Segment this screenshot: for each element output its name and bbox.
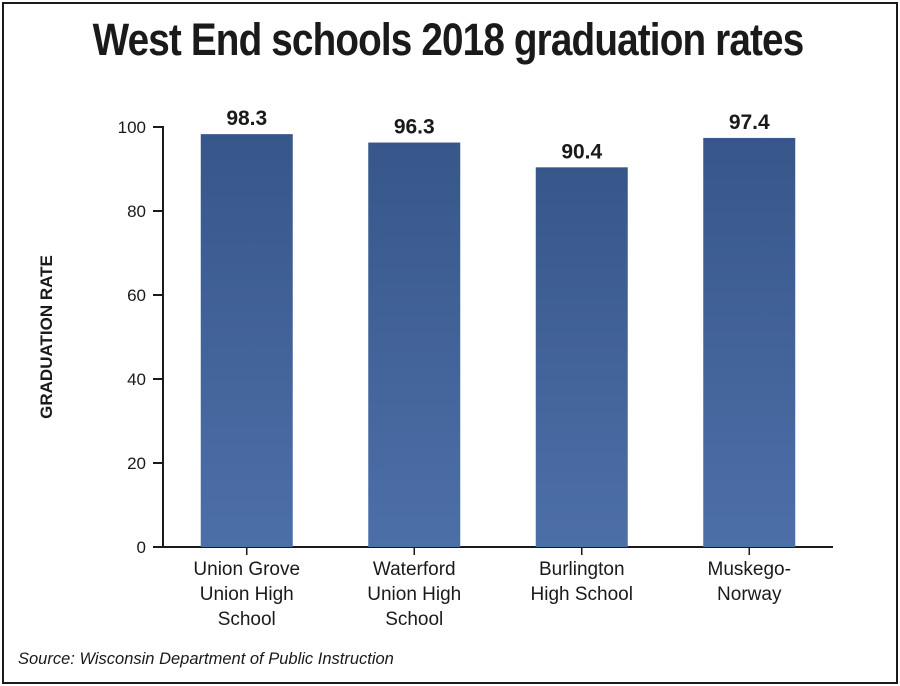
y-tick-label: 0: [137, 538, 146, 557]
bar: [703, 137, 796, 548]
data-label: 96.3: [394, 116, 435, 139]
x-category-label: School: [218, 609, 276, 630]
y-tick-label: 100: [118, 118, 146, 137]
x-category-label: Burlington: [539, 559, 625, 580]
y-tick-label: 80: [127, 202, 146, 221]
data-label: 90.4: [561, 140, 602, 163]
bar: [200, 134, 293, 547]
data-label: 98.3: [226, 107, 267, 130]
bar: [535, 167, 628, 547]
x-category-label: Waterford: [373, 559, 456, 580]
data-label: 97.4: [729, 111, 770, 134]
y-axis-label: GRADUATION RATE: [37, 255, 56, 419]
x-category-label: Union High: [200, 584, 294, 605]
x-category-label: Muskego-: [708, 559, 791, 580]
x-category-label: High School: [531, 584, 633, 605]
x-category-label: School: [385, 609, 443, 630]
source-note: Source: Wisconsin Department of Public I…: [18, 650, 394, 668]
x-category-label: Union High: [367, 584, 461, 605]
x-category-label: Norway: [717, 584, 782, 605]
x-category-label: Union Grove: [193, 559, 300, 580]
y-tick-label: 20: [127, 454, 146, 473]
y-tick-label: 60: [127, 286, 146, 305]
bar: [368, 142, 461, 548]
y-tick-label: 40: [127, 370, 146, 389]
chart-title: West End schools 2018 graduation rates: [92, 14, 805, 65]
